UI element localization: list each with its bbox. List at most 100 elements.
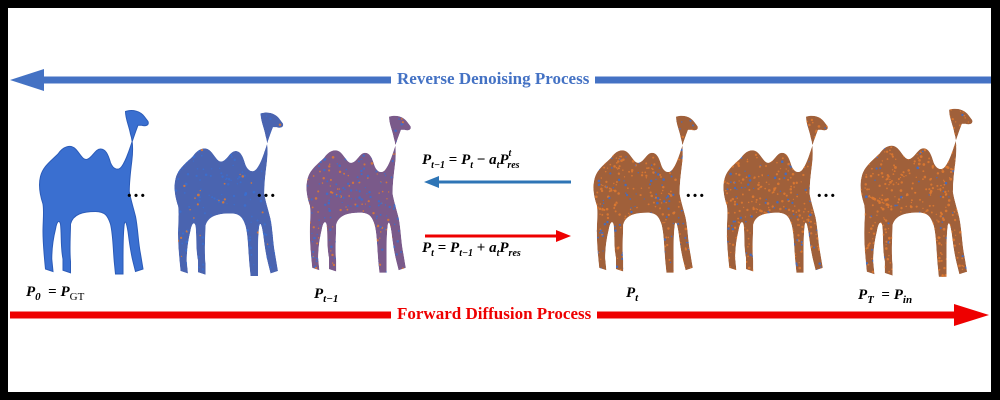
noise-point: [404, 133, 407, 136]
noise-point: [898, 119, 900, 122]
noise-point: [385, 175, 387, 177]
noise-point: [935, 116, 939, 120]
noise-point: [908, 172, 911, 175]
noise-point: [335, 240, 337, 243]
noise-point: [240, 152, 243, 154]
noise-point: [241, 133, 244, 137]
noise-point: [209, 127, 212, 130]
noise-point: [862, 215, 865, 218]
noise-point: [755, 198, 758, 201]
noise-point: [945, 257, 949, 261]
noise-point: [691, 206, 693, 209]
noise-point: [862, 270, 864, 272]
noise-point: [185, 141, 187, 144]
noise-point: [256, 231, 260, 234]
noise-point: [963, 181, 966, 184]
noise-point: [767, 174, 769, 177]
noise-point: [248, 238, 251, 242]
noise-point: [875, 140, 879, 144]
noise-point: [374, 119, 377, 122]
noise-point: [947, 190, 950, 192]
noise-point: [728, 152, 731, 154]
noise-point: [394, 160, 396, 162]
noise-point: [785, 146, 788, 149]
noise-point: [360, 158, 363, 161]
noise-point: [642, 247, 645, 250]
noise-point: [660, 135, 663, 138]
noise-point: [824, 119, 827, 122]
noise-point: [324, 237, 327, 240]
noise-point: [908, 231, 910, 233]
noise-point: [730, 251, 732, 254]
noise-point: [259, 112, 262, 115]
noise-point: [761, 232, 763, 234]
noise-point: [185, 262, 188, 265]
noise-point: [341, 201, 343, 204]
noise-point: [939, 125, 943, 129]
noise-point: [372, 224, 376, 227]
noise-point: [882, 202, 885, 204]
noise-point: [326, 138, 329, 140]
noise-point: [645, 162, 648, 165]
noise-point: [649, 191, 652, 194]
noise-point: [941, 275, 944, 277]
noise-point: [640, 187, 643, 189]
noise-point: [902, 107, 903, 108]
noise-point: [672, 193, 675, 197]
noise-point: [901, 132, 904, 135]
noise-point: [344, 158, 347, 161]
noise-point: [724, 266, 727, 268]
noise-point: [199, 189, 201, 192]
noise-point: [785, 194, 788, 197]
noise-point: [875, 156, 877, 159]
noise-point: [782, 255, 785, 258]
noise-point: [821, 261, 824, 264]
noise-point: [944, 181, 948, 185]
noise-point: [727, 240, 729, 243]
noise-point: [200, 148, 204, 152]
noise-point: [938, 142, 941, 145]
noise-point: [952, 145, 955, 148]
noise-point: [871, 136, 874, 139]
noise-point: [230, 154, 233, 156]
reverse-equation: Pt−1 = Pt − atPtres: [422, 148, 520, 171]
noise-point: [592, 187, 594, 189]
noise-point: [593, 139, 594, 142]
noise-point: [678, 201, 681, 203]
noise-point: [930, 183, 933, 186]
noise-point: [597, 179, 601, 183]
camel-p-t-minus-1-body: [306, 115, 411, 273]
noise-point: [921, 201, 924, 203]
noise-point: [726, 192, 729, 195]
noise-point: [678, 263, 680, 265]
noise-point: [256, 159, 259, 162]
noise-point: [244, 135, 247, 138]
label-p-t-minus-1: Pt−1: [314, 286, 339, 305]
noise-point: [860, 263, 862, 266]
noise-point: [743, 251, 746, 253]
noise-point: [722, 157, 723, 158]
noise-point: [767, 263, 769, 266]
noise-point: [723, 202, 726, 205]
noise-point: [636, 206, 638, 209]
noise-point: [867, 127, 870, 129]
noise-point: [379, 182, 382, 184]
noise-point: [674, 178, 677, 181]
noise-point: [910, 199, 913, 202]
noise-point: [386, 144, 388, 147]
noise-point: [659, 173, 662, 177]
noise-point: [622, 140, 624, 142]
noise-point: [930, 236, 933, 240]
noise-point: [805, 243, 807, 245]
noise-point: [665, 219, 667, 221]
noise-point: [895, 139, 898, 142]
noise-point: [892, 123, 896, 126]
noise-point: [194, 264, 197, 267]
noise-point: [388, 265, 391, 268]
noise-point: [307, 230, 310, 232]
noise-point: [375, 224, 378, 226]
noise-point: [635, 262, 637, 264]
noise-point: [695, 262, 698, 265]
noise-point: [613, 189, 617, 193]
noise-point: [758, 235, 761, 237]
